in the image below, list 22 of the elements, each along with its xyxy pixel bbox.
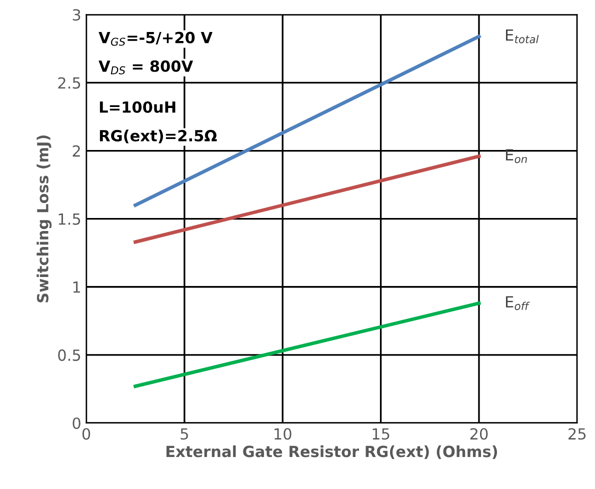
y-tick-label: 1 [73,282,80,293]
x-tick-label: 0 [82,428,90,440]
y-tick-label: 3 [72,9,80,21]
x-tick-label: 20 [470,428,488,440]
series-label: E$_{total}$ [506,30,539,44]
y-tick-label: 0.5 [58,349,80,361]
series-label: E$_{on}$ [506,149,527,164]
annotation: RG(ext)=2.5Ω [100,130,217,144]
x-tick-label: 25 [568,428,586,440]
annotation: V$_{GS}$=-5/+20 V [98,32,212,46]
annotation: V$_{DS}$ = 800V [98,60,194,74]
x-tick-label: 10 [274,428,292,440]
y-tick-label: 1.5 [58,213,80,225]
annotation: L=100uH [100,101,176,113]
y-tick-label: 2 [72,145,80,157]
x-tick-label: 15 [372,428,390,440]
y-axis-title: Switching Loss (mJ) [36,136,52,302]
series-label: E$_{off}$ [506,296,530,310]
x-tick-label: 5 [180,428,188,440]
y-tick-label: 0 [72,417,80,430]
y-tick-label: 2.5 [58,77,80,89]
x-axis-title: External Gate Resistor RG(ext) (Ohms) [166,445,498,460]
